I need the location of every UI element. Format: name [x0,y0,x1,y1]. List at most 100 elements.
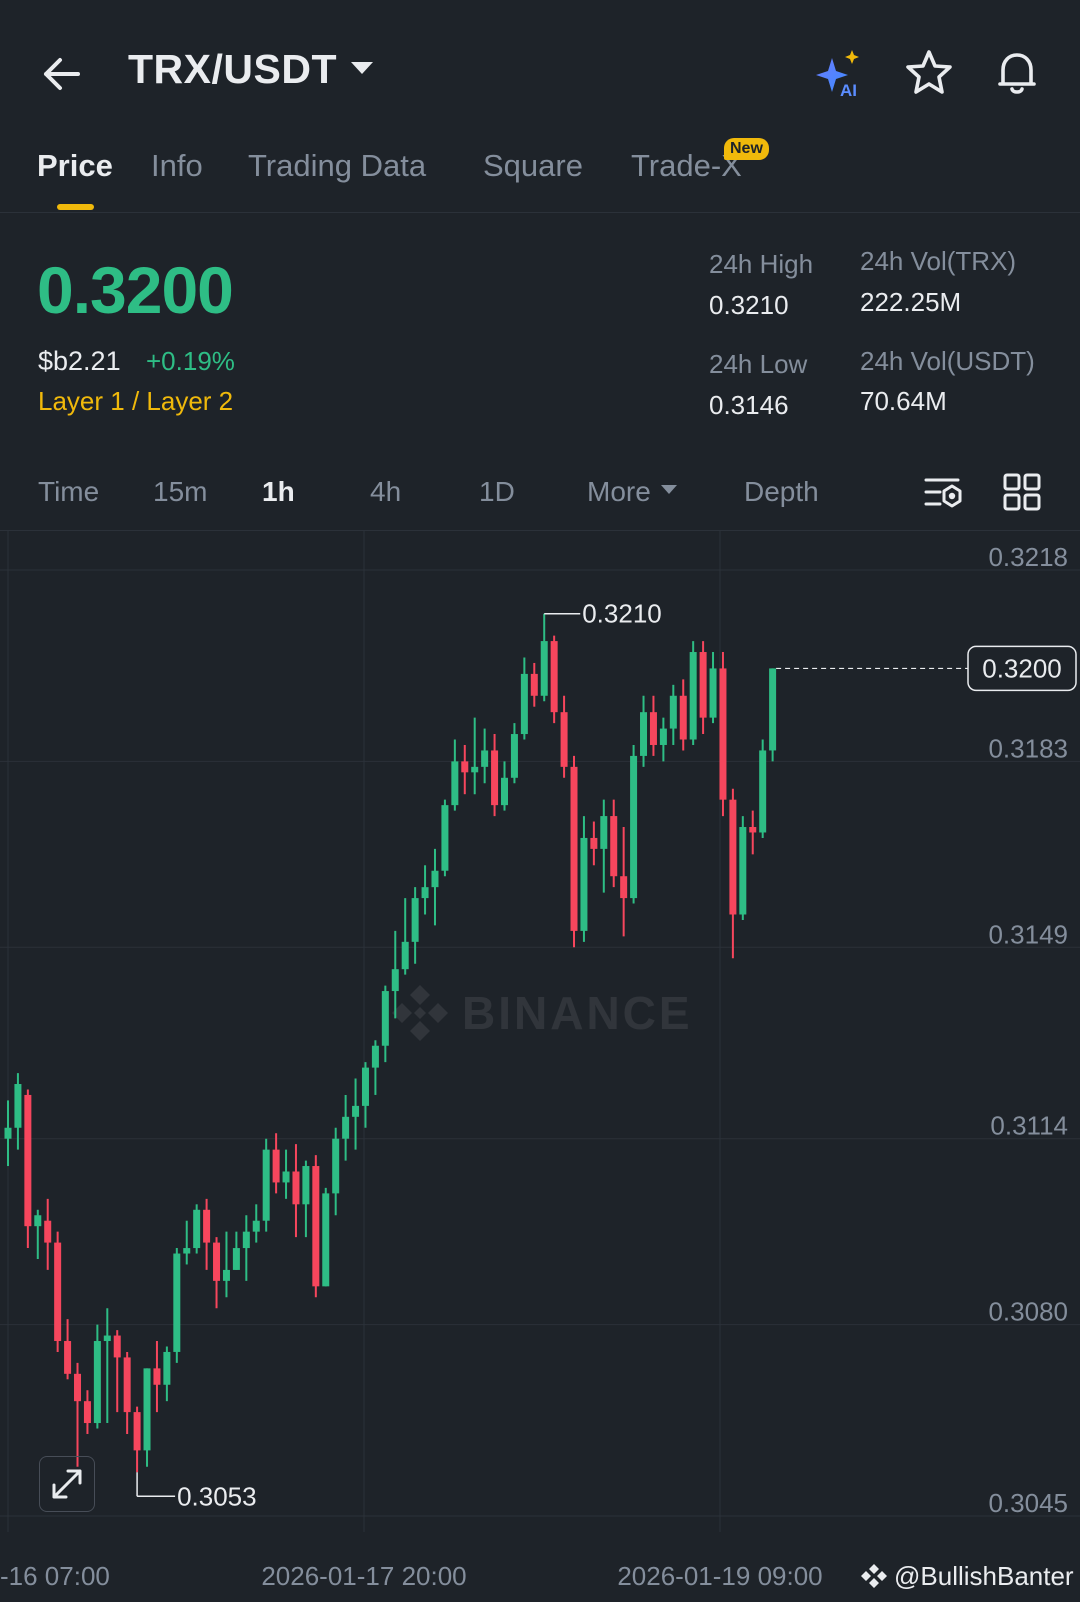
candle-body [659,728,667,745]
y-tick-label: 0.3183 [988,733,1068,763]
candle-body [203,1209,211,1243]
candle-body [719,668,727,800]
candle-body [620,876,628,899]
y-tick-label: 0.3114 [990,1111,1068,1141]
low-label: 24h Low [709,349,808,379]
candle-body [54,1242,62,1342]
fiat-price: $b2.21 [38,346,121,376]
candle-body [242,1231,250,1249]
candle-body [14,1084,22,1128]
price-change: +0.19% [146,346,235,376]
candlestick-chart[interactable]: BINANCE 0.32180.31830.31490.31140.30800.… [0,531,1080,1602]
candle-body [510,734,518,778]
high-value: 0.3210 [709,290,789,320]
candle-body [173,1253,181,1352]
candle-body [44,1220,52,1243]
candle-body [610,816,618,877]
candle-body [123,1357,131,1413]
candle-body [431,870,439,888]
candle-body [103,1335,111,1342]
candle-body [113,1335,121,1358]
low-value: 0.3146 [709,390,789,420]
candle-body [371,1045,379,1068]
interval-depth[interactable]: Depth [744,476,819,507]
candle-body [769,668,777,751]
candle-body [590,837,598,849]
new-badge: New [724,138,769,160]
candle-body [133,1412,141,1451]
ai-sparkle-icon[interactable]: AI [814,46,868,100]
candle-body [232,1248,240,1270]
candle-body [679,695,687,740]
candle-body [481,750,489,767]
candle-body [213,1242,221,1281]
candle-body [570,766,578,931]
credit-text: @BullishBanter [894,1561,1074,1591]
category-tags[interactable]: Layer 1 / Layer 2 [38,386,234,416]
x-tick-label: -16 07:00 [0,1561,110,1591]
bell-icon[interactable] [990,46,1044,100]
candle-body [689,652,697,740]
candle-body [302,1166,310,1205]
candle-body [222,1269,230,1281]
candle-body [24,1094,32,1227]
candle-body [520,673,528,735]
candle-body [729,799,737,915]
candle-body [501,777,508,806]
fullscreen-button[interactable] [39,1456,95,1512]
candle-body [352,1105,360,1117]
candle-body [193,1209,201,1249]
last-price-tag [967,645,1077,692]
candle-body [332,1138,340,1194]
y-tick-label: 0.3218 [988,542,1068,572]
interval-1d[interactable]: 1D [479,476,515,507]
interval-more[interactable]: More [587,476,677,508]
chart-annotations: 0.3210 0.3053 0.3200 [136,599,1077,1511]
y-tick-label: 0.3045 [988,1488,1068,1518]
x-tick-label: 2026-01-17 20:00 [261,1561,466,1591]
max-price-label: 0.3210 [582,599,662,629]
binance-watermark: BINANCE [392,985,690,1041]
candle-body [391,969,399,992]
tab-square[interactable]: Square [483,148,583,183]
candle-body [312,1166,320,1287]
tab-trading-data[interactable]: Trading Data [248,148,427,183]
vol-quote-value: 70.64M [860,386,947,416]
vol-base-value: 222.25M [860,287,962,317]
candle-body [739,827,747,915]
pair-selector[interactable]: TRX/USDT [128,46,373,93]
candle-body [471,766,479,773]
tab-trade-x[interactable]: Trade-X [631,148,742,183]
interval-time[interactable]: Time [38,476,100,507]
candle-body [709,668,717,718]
caret-down-icon [351,62,373,75]
ai-label: AI [840,81,857,100]
interval-4h[interactable]: 4h [370,476,402,507]
candle-body [292,1171,300,1205]
interval-1h[interactable]: 1h [262,476,295,507]
candle-body [262,1149,270,1221]
tab-info[interactable]: Info [151,148,203,183]
x-tick-label: 2026-01-19 09:00 [617,1561,822,1591]
candle-body [163,1351,171,1385]
candle-body [749,827,757,833]
candles [4,613,777,1473]
back-arrow-icon[interactable] [38,50,88,98]
tab-price[interactable]: Price [37,148,113,183]
layout-grid-icon[interactable] [1000,470,1044,514]
candle-body [34,1215,42,1227]
candle-body [252,1220,260,1232]
candle-body [282,1171,290,1183]
candle-body [361,1067,369,1106]
last-price-label: 0.3200 [982,653,1062,683]
interval-15m[interactable]: 15m [153,476,208,507]
candle-body [93,1341,101,1424]
candle-body [600,816,608,849]
interval-bar: Time 15m 1h 4h 1D More Depth [0,460,1080,531]
candle-body [381,991,389,1046]
candle-body [530,673,538,696]
indicator-settings-icon[interactable] [922,470,966,514]
candle-body [411,898,419,942]
star-icon[interactable] [902,46,956,100]
top-bar: TRX/USDT AI [0,0,1080,140]
